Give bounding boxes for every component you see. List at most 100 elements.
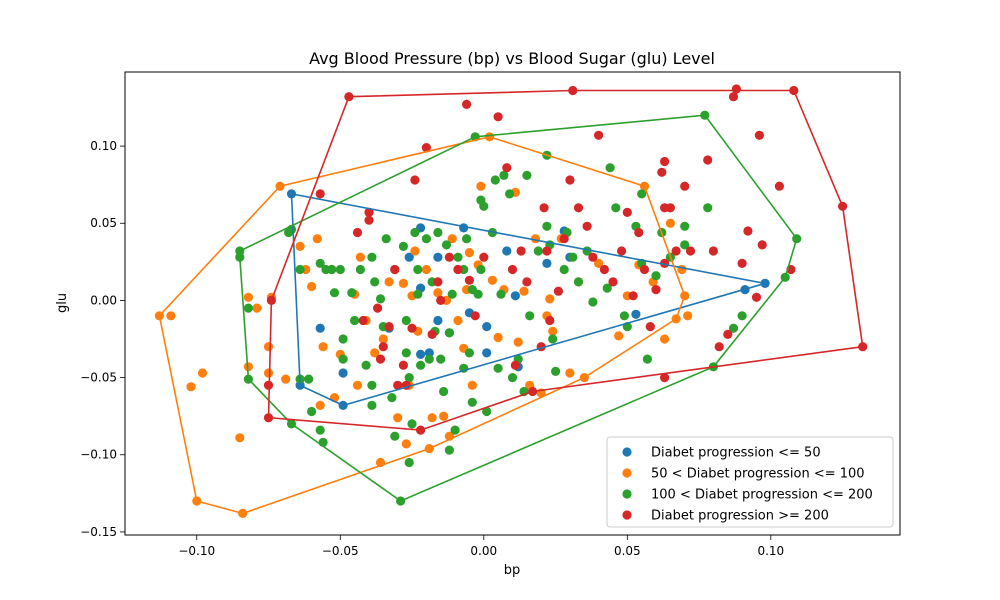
scatter-point — [375, 294, 386, 304]
y-tick-label: −0.15 — [80, 525, 117, 539]
scatter-point — [522, 170, 532, 180]
scatter-point — [522, 277, 532, 287]
scatter-point — [542, 246, 552, 256]
scatter-point — [594, 258, 604, 268]
scatter-point — [660, 334, 670, 344]
x-axis-label: bp — [504, 563, 521, 578]
scatter-point — [568, 252, 578, 262]
scatter-point — [482, 322, 492, 332]
scatter-point — [754, 130, 765, 140]
scatter-point — [467, 397, 477, 407]
legend-label: 100 < Diabet progression <= 200 — [651, 488, 873, 503]
scatter-point — [263, 380, 274, 390]
scatter-point — [450, 425, 460, 435]
scatter-point — [588, 252, 598, 262]
scatter-point — [559, 264, 569, 275]
scatter-point — [410, 227, 420, 238]
scatter-point — [315, 323, 325, 333]
scatter-point — [327, 264, 337, 275]
hull-outline-1 — [290, 193, 766, 407]
scatter-point — [335, 264, 345, 275]
scatter-point — [731, 84, 742, 94]
scatter-point — [622, 207, 632, 217]
scatter-point — [464, 348, 474, 358]
scatter-point — [358, 315, 368, 326]
scatter-point — [507, 264, 518, 275]
scatter-point — [737, 258, 747, 268]
x-axis: −0.10 −0.05 0.00 0.05 0.10 — [178, 535, 784, 558]
scatter-point — [367, 380, 377, 390]
scatter-point — [505, 189, 515, 199]
scatter-point — [295, 241, 305, 251]
scatter-point — [361, 360, 371, 370]
scatter-point — [186, 382, 196, 392]
scatter-point — [433, 288, 443, 298]
scatter-point — [510, 291, 520, 301]
scatter-point — [447, 289, 457, 299]
scatter-point — [660, 156, 670, 167]
scatter-point — [355, 252, 365, 262]
scatter-point — [507, 373, 518, 383]
scatter-point — [315, 425, 325, 435]
scatter-point — [639, 264, 650, 275]
scatter-point — [413, 264, 423, 275]
scatter-point — [444, 445, 454, 455]
scatter-point — [493, 112, 503, 122]
scatter-point — [315, 189, 325, 199]
scatter-point — [427, 329, 437, 339]
scatter-point — [393, 380, 403, 390]
scatter-point — [439, 386, 449, 397]
y-tick-label: 0.05 — [90, 216, 117, 230]
scatter-point — [166, 311, 176, 321]
scatter-point — [436, 354, 446, 364]
scatter-point — [401, 315, 411, 326]
scatter-point — [634, 227, 644, 238]
legend-label: Diabet progression <= 50 — [651, 446, 821, 461]
scatter-point — [315, 258, 325, 268]
scatter-point — [375, 354, 386, 364]
scatter-point — [539, 203, 549, 213]
scatter-point — [398, 241, 408, 251]
scatter-point — [599, 264, 610, 275]
scatter-point — [573, 203, 584, 213]
scatter-point — [559, 234, 569, 244]
scatter-point — [608, 277, 618, 287]
scatter-point — [378, 342, 388, 352]
scatter-point — [197, 368, 208, 378]
scatter-point — [381, 234, 391, 244]
scatter-point — [252, 303, 262, 313]
scatter-point — [243, 292, 253, 302]
scatter-point — [499, 170, 509, 180]
scatter-point — [312, 234, 322, 244]
scatter-point — [671, 246, 681, 256]
scatter-point — [370, 348, 380, 358]
scatter-point — [263, 368, 274, 378]
scatter-point — [645, 322, 655, 332]
scatter-point — [464, 275, 474, 285]
series-4 — [263, 84, 868, 435]
scatter-point — [743, 226, 753, 236]
y-axis-label: glu — [55, 293, 70, 313]
scatter-point — [427, 413, 437, 423]
scatter-point — [614, 331, 624, 341]
scatter-point — [367, 252, 377, 262]
scatter-point — [304, 374, 314, 384]
scatter-point — [318, 342, 328, 352]
series-3 — [235, 110, 802, 506]
scatter-point — [444, 328, 454, 338]
scatter-point — [453, 252, 463, 262]
scatter-point — [642, 354, 653, 364]
scatter-point — [487, 275, 497, 285]
scatter-point — [594, 130, 604, 140]
scatter-point — [683, 311, 693, 321]
scatter-point — [444, 252, 454, 262]
scatter-point — [502, 246, 512, 256]
scatter-point — [401, 348, 411, 358]
legend-box — [606, 436, 894, 528]
scatter-point — [525, 311, 535, 321]
scatter-point — [398, 360, 408, 370]
scatter-point — [493, 332, 503, 343]
plot-frame — [124, 71, 901, 536]
scatter-point — [447, 234, 457, 244]
